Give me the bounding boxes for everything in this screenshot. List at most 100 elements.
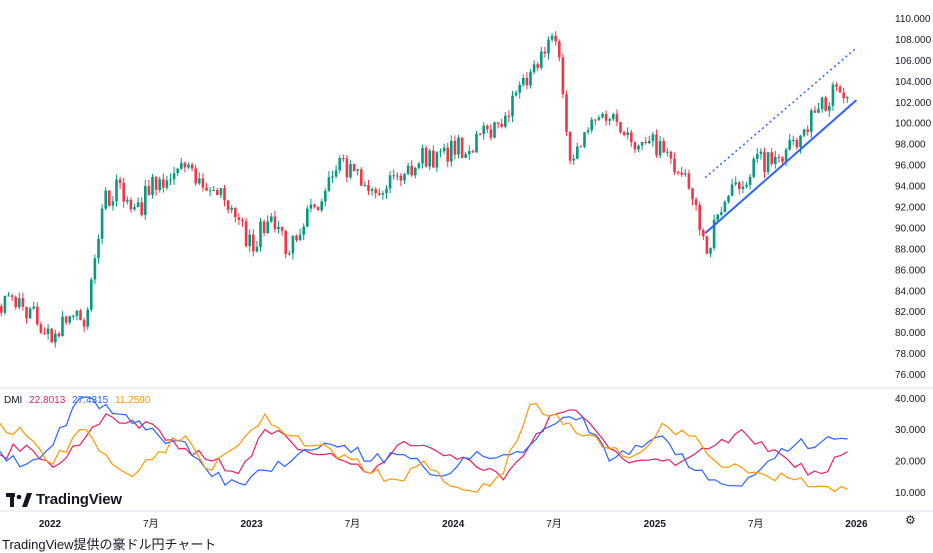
candle [554, 31, 557, 46]
candle [18, 292, 21, 310]
candle [313, 203, 316, 209]
candle [280, 226, 284, 236]
candle [604, 110, 608, 126]
candle [108, 190, 111, 207]
adx-line [0, 402, 848, 493]
candle [475, 130, 478, 153]
support-trendline[interactable] [704, 99, 858, 234]
candle [187, 162, 190, 169]
candle [97, 234, 100, 264]
candle [367, 179, 370, 196]
candle [662, 137, 665, 153]
candle [720, 206, 723, 217]
candle [180, 158, 183, 170]
candle [756, 147, 759, 163]
candle [795, 137, 799, 150]
candle [734, 176, 737, 187]
candle [237, 213, 241, 226]
candle [460, 137, 464, 159]
candle [198, 172, 201, 186]
price-tick-label: 90.000 [895, 223, 926, 234]
candle [522, 74, 525, 87]
plus-di-value: 22.8013 [29, 395, 66, 406]
time-tick-label: 2024 [442, 519, 465, 530]
candle [626, 127, 629, 140]
candle [676, 170, 680, 176]
candle [453, 135, 457, 160]
price-tick-label: 94.000 [895, 182, 926, 193]
candle [324, 188, 327, 207]
candle [320, 198, 323, 213]
candle [360, 167, 363, 187]
candle [104, 187, 107, 211]
candle [759, 148, 763, 160]
resistance-trendline[interactable] [704, 47, 857, 179]
candle [54, 329, 57, 348]
candle [327, 170, 331, 192]
adx-value: 11.2590 [115, 395, 151, 406]
tradingview-logo[interactable]: TradingView [6, 491, 122, 508]
trendline-layer[interactable] [704, 47, 858, 234]
indicator-tick-label: 10.000 [895, 488, 926, 499]
candle [216, 187, 219, 196]
candle [270, 212, 273, 223]
candle [763, 147, 766, 178]
candle [824, 95, 827, 112]
candle [565, 90, 568, 136]
indicator-legend[interactable]: DMI 22.8013 27.4315 11.2590 [4, 395, 154, 406]
candle [212, 186, 215, 192]
candle [46, 323, 50, 340]
time-tick-label: 2025 [644, 519, 667, 530]
candle [86, 307, 89, 330]
candle [806, 125, 809, 136]
candle [266, 215, 269, 235]
candle [435, 151, 439, 173]
candle [147, 180, 151, 196]
candle [550, 33, 554, 43]
candle [673, 152, 676, 175]
price-tick-label: 110.000 [895, 14, 931, 25]
candle [244, 217, 248, 248]
candle [536, 61, 539, 71]
candle [788, 133, 791, 151]
candle [32, 301, 35, 311]
candle [576, 142, 579, 160]
candle [302, 223, 305, 241]
candle [288, 250, 291, 256]
candle [633, 141, 637, 154]
candle [777, 153, 781, 163]
candle [7, 292, 10, 297]
time-tick-label: 7月 [345, 518, 361, 530]
candle [219, 188, 223, 199]
indicator-axis[interactable]: 40.000 30.000 20.000 10.000 [895, 394, 926, 499]
minus-di-line [0, 396, 848, 487]
candlestick-series [0, 31, 849, 348]
candle [507, 110, 511, 123]
gear-icon[interactable]: ⚙ [905, 513, 916, 527]
candle [835, 82, 838, 92]
candle [493, 121, 496, 139]
candle [738, 180, 741, 195]
candle [172, 167, 176, 185]
candle [540, 46, 543, 71]
candle [417, 161, 421, 170]
candle [201, 173, 205, 192]
price-axis[interactable]: 110.000 108.000 106.000 104.000 102.000 100.0… [895, 14, 932, 381]
candle [306, 205, 309, 228]
candle [118, 176, 122, 190]
time-tick-label: 7月 [748, 518, 764, 530]
candle [205, 183, 208, 191]
candle [345, 154, 349, 183]
candle [586, 126, 590, 135]
candle [464, 151, 467, 159]
candle [68, 315, 71, 325]
candle [133, 203, 136, 212]
price-tick-label: 108.000 [895, 35, 932, 46]
candle [529, 68, 532, 89]
candle [151, 173, 154, 199]
candle [500, 118, 503, 129]
time-axis[interactable]: 2022 7月 2023 7月 2024 7月 2025 7月 2026 [39, 518, 868, 530]
candle [583, 132, 586, 149]
candle [154, 176, 158, 196]
